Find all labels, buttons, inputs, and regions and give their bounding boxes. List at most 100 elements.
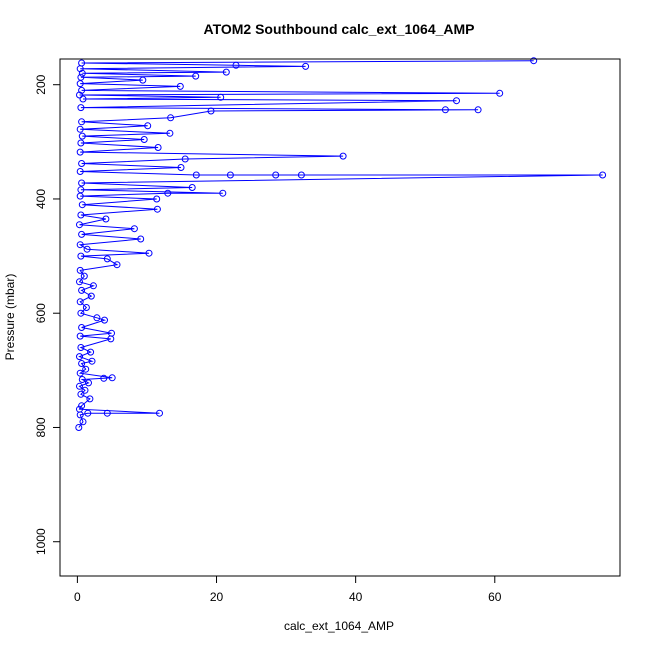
data-point bbox=[78, 201, 86, 209]
data-point bbox=[207, 107, 215, 115]
data-point bbox=[453, 97, 460, 105]
data-point bbox=[137, 235, 145, 243]
data-point bbox=[89, 282, 97, 290]
data-point bbox=[77, 344, 85, 351]
data-point bbox=[154, 144, 162, 151]
data-point bbox=[166, 129, 174, 137]
data-point bbox=[78, 132, 86, 140]
data-point bbox=[153, 205, 161, 213]
data-point bbox=[130, 225, 138, 233]
chart-title: ATOM2 Southbound calc_ext_1064_AMP bbox=[204, 21, 475, 37]
data-point bbox=[102, 215, 110, 223]
data-point bbox=[78, 324, 86, 331]
data-point bbox=[77, 309, 85, 317]
x-axis-title: calc_ext_1064_AMP bbox=[284, 619, 394, 633]
data-point bbox=[103, 255, 111, 263]
data-point bbox=[145, 249, 153, 257]
data-point bbox=[76, 148, 84, 156]
data-point bbox=[101, 316, 108, 324]
x-axis: 0 20 40 60 bbox=[74, 575, 502, 604]
data-point bbox=[76, 278, 83, 286]
data-point bbox=[77, 211, 85, 219]
data-point bbox=[496, 89, 504, 97]
data-point bbox=[76, 125, 84, 133]
data-point bbox=[474, 106, 482, 114]
data-point bbox=[82, 365, 90, 373]
y-axis: 200 400 600 800 1000 bbox=[34, 74, 61, 555]
data-point bbox=[76, 266, 84, 274]
data-point bbox=[84, 409, 92, 417]
data-point bbox=[78, 59, 86, 67]
y-tick-label: 1000 bbox=[34, 528, 48, 555]
data-point bbox=[222, 68, 230, 76]
data-point bbox=[76, 332, 84, 340]
data-point bbox=[78, 160, 86, 167]
x-tick-label: 60 bbox=[488, 590, 502, 604]
data-point bbox=[77, 186, 85, 194]
data-point bbox=[177, 164, 185, 171]
data-point bbox=[167, 114, 175, 122]
data-point bbox=[87, 348, 95, 356]
data-point bbox=[176, 82, 184, 90]
data-point bbox=[87, 292, 95, 300]
data-point bbox=[78, 360, 86, 367]
data-point bbox=[181, 155, 189, 163]
data-point bbox=[77, 252, 85, 260]
data-point bbox=[144, 122, 152, 130]
data-point bbox=[599, 171, 607, 179]
data-point bbox=[76, 298, 84, 306]
y-tick-label: 200 bbox=[34, 74, 48, 94]
data-point bbox=[78, 118, 86, 126]
data-point bbox=[76, 382, 83, 390]
data-point bbox=[77, 139, 85, 147]
data-point bbox=[78, 179, 86, 187]
data-point bbox=[156, 409, 163, 417]
series-line bbox=[78, 60, 603, 428]
data-point bbox=[78, 86, 86, 94]
data-point bbox=[82, 304, 90, 311]
data-point bbox=[217, 93, 225, 101]
data-point bbox=[79, 95, 87, 103]
data-point bbox=[153, 195, 161, 203]
x-tick-label: 40 bbox=[349, 590, 363, 604]
data-point bbox=[78, 286, 86, 294]
data-point bbox=[226, 171, 234, 179]
data-point bbox=[78, 230, 86, 238]
data-point bbox=[76, 241, 84, 249]
data-point bbox=[441, 106, 449, 114]
data-point bbox=[108, 374, 116, 382]
data-point bbox=[164, 189, 172, 197]
data-point bbox=[81, 386, 89, 394]
data-point bbox=[139, 76, 147, 84]
data-point bbox=[219, 189, 227, 197]
data-point bbox=[80, 272, 88, 280]
plot-area bbox=[75, 57, 607, 431]
data-point bbox=[140, 136, 148, 143]
data-point bbox=[93, 314, 101, 322]
data-point bbox=[83, 245, 91, 253]
data-point bbox=[76, 405, 83, 413]
data-point bbox=[302, 62, 310, 70]
y-tick-label: 800 bbox=[34, 417, 48, 437]
data-point bbox=[75, 424, 83, 431]
data-point bbox=[192, 72, 200, 80]
data-point bbox=[530, 57, 538, 65]
data-point bbox=[272, 171, 280, 179]
data-point bbox=[113, 261, 121, 269]
data-point bbox=[78, 376, 86, 383]
data-point bbox=[76, 369, 84, 377]
data-point bbox=[79, 418, 87, 426]
y-axis-title: Pressure (mbar) bbox=[3, 274, 17, 361]
data-point bbox=[76, 221, 83, 229]
data-point bbox=[76, 168, 84, 175]
x-tick-label: 20 bbox=[210, 590, 224, 604]
data-point bbox=[188, 184, 196, 191]
data-point bbox=[108, 329, 115, 337]
data-point bbox=[103, 409, 111, 417]
y-tick-label: 600 bbox=[34, 303, 48, 323]
data-point bbox=[85, 379, 92, 387]
data-point bbox=[77, 390, 85, 398]
